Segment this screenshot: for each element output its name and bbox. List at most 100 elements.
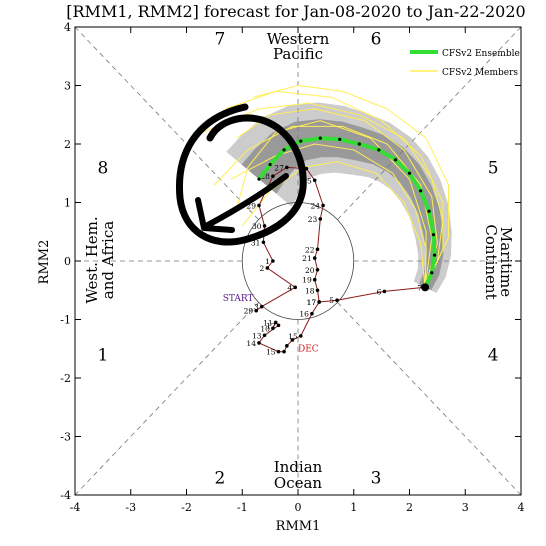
x-tick-label-8: 4 [518, 501, 525, 514]
observed-point-0-1 [273, 320, 278, 325]
observed-point-1-1 [315, 288, 320, 293]
observed-label-1-7: 24 [311, 201, 321, 210]
legend: CFSv2 Ensemble CFSv2 Members [410, 49, 520, 78]
observed-point-0-7 [285, 344, 289, 348]
observed-point-0-3 [262, 333, 267, 338]
y-tick-label-5: 1 [64, 197, 71, 210]
observed-point-0-9 [298, 334, 303, 338]
observed-label-0-1: 11 [263, 318, 273, 327]
region-right-line1: Maritime [497, 227, 515, 297]
observed-label-0-13: 6 [377, 287, 382, 296]
phase-number-8: 8 [97, 158, 108, 178]
observed-label-1-19: 29 [244, 307, 254, 316]
ensemble-point-9 [357, 142, 361, 146]
ensemble-point-11 [318, 136, 322, 140]
region-left-line2: and Africa [99, 221, 117, 299]
region-top-line1: Western [267, 30, 330, 48]
phase-number-4: 4 [488, 346, 499, 366]
observed-label-1-17: 4 [287, 283, 292, 292]
observed-label-1-2: 19 [302, 276, 312, 285]
observed-point-1-2 [312, 277, 317, 282]
observed-point-1-0 [317, 300, 321, 304]
observed-label-1-18: 3 [254, 303, 259, 312]
observed-label-1-10: 27 [274, 163, 284, 172]
observed-point-0-2 [276, 323, 281, 328]
observed-label-0-14: 7 [417, 283, 422, 292]
phase-number-6: 6 [371, 30, 382, 50]
x-tick-label-2: -2 [181, 501, 192, 514]
observed-label-0-11: 17 [307, 298, 317, 307]
phase-number-3: 3 [371, 468, 382, 488]
observed-point-1-10 [285, 165, 289, 170]
observed-label-1-11: 28 [260, 172, 270, 181]
y-tick-label-2: -2 [60, 372, 71, 385]
y-tick-label-4: 0 [64, 255, 71, 268]
ensemble-point-2 [432, 253, 437, 257]
x-tick-label-0: -4 [70, 501, 81, 514]
observed-point-1-14 [261, 240, 266, 245]
observed-label-1-0: 17 [307, 298, 317, 307]
observed-point-1-13 [262, 224, 267, 228]
observed-point-1-8 [312, 178, 317, 183]
x-tick-label-5: 1 [350, 501, 357, 514]
x-tick-label-3: -1 [237, 501, 248, 514]
observed-label-1-12: 29 [246, 201, 256, 210]
x-tick-label-7: 3 [462, 501, 469, 514]
ensemble-point-10 [338, 137, 342, 141]
member-line-7 [236, 120, 427, 288]
y-tick-label-7: 3 [64, 80, 71, 93]
y-axis-label: RMM2 [37, 240, 52, 285]
observed-label-1-16: 2 [260, 264, 265, 273]
legend-ensemble-label: CFSv2 Ensemble [442, 49, 520, 59]
member-line-0 [225, 90, 444, 288]
observed-point-1-6 [318, 217, 323, 221]
observed-point-0-12 [335, 298, 339, 302]
legend-members-label: CFSv2 Members [442, 68, 518, 78]
member-line-6 [214, 125, 433, 288]
observed-point-1-19 [254, 308, 258, 313]
y-tick-label-8: 4 [64, 21, 71, 34]
member-line-3 [253, 84, 449, 288]
x-tick-label-4: 0 [295, 501, 302, 514]
observed-point-0-5 [276, 349, 281, 354]
y-tick-label-6: 2 [64, 138, 71, 151]
observed-label-1-13: 30 [252, 222, 262, 231]
observed-point-1-7 [321, 203, 325, 208]
member-line-5 [203, 102, 444, 288]
observed-label-0-10: 16 [299, 310, 309, 319]
ensemble-point-4 [427, 209, 431, 213]
observed-point-0-0 [271, 326, 275, 331]
phase-number-5: 5 [488, 158, 499, 178]
annotation-loop [175, 103, 307, 246]
observed-label-0-0: 10 [260, 324, 270, 333]
region-top-line2: Pacific [273, 45, 323, 63]
hand-drawn-annotation [175, 103, 307, 246]
observed-point-1-12 [257, 203, 261, 208]
ensemble-point-5 [419, 189, 423, 193]
ensemble-point-12 [299, 139, 303, 143]
ensemble-point-13 [282, 148, 286, 152]
y-tick-label-1: -3 [60, 431, 71, 444]
annotation-arrow-shaft [203, 173, 289, 229]
ensemble-point-8 [377, 148, 381, 152]
dec-label: DEC [298, 345, 319, 355]
observed-point-1-18 [259, 304, 264, 309]
ensemble-point-15 [257, 177, 261, 181]
observed-label-1-14: 31 [251, 238, 261, 247]
phase-number-1: 1 [97, 346, 108, 366]
region-bottom-line1: Indian [274, 458, 323, 476]
observed-point-1-16 [265, 266, 270, 270]
observed-label-1-1: 18 [305, 286, 315, 295]
observed-label-0-5: 15 [266, 348, 276, 357]
region-bottom-line2: Ocean [274, 474, 323, 492]
observed-point-0-8 [290, 338, 295, 342]
observed-point-0-4 [257, 341, 261, 345]
observed-label-0-12: 5 [329, 296, 334, 305]
phase-number-7: 7 [215, 30, 226, 50]
observed-label-1-4: 21 [302, 254, 312, 263]
observed-point-1-15 [271, 259, 275, 263]
observed-point-0-13 [382, 289, 387, 294]
observed-label-0-9: 15 [288, 332, 298, 341]
